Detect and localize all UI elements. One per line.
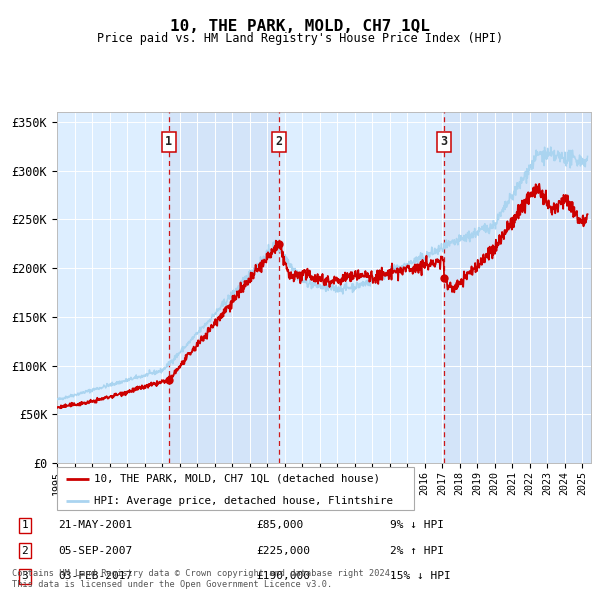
Text: 1: 1	[22, 520, 28, 530]
Text: 10, THE PARK, MOLD, CH7 1QL: 10, THE PARK, MOLD, CH7 1QL	[170, 19, 430, 34]
Text: 9% ↓ HPI: 9% ↓ HPI	[391, 520, 444, 530]
Text: 2: 2	[275, 136, 283, 149]
Text: Contains HM Land Registry data © Crown copyright and database right 2024.
This d: Contains HM Land Registry data © Crown c…	[12, 569, 395, 589]
Bar	[57, 112, 169, 463]
Text: 03-FEB-2017: 03-FEB-2017	[59, 572, 133, 582]
Text: 05-SEP-2007: 05-SEP-2007	[59, 546, 133, 556]
Text: £85,000: £85,000	[256, 520, 304, 530]
Text: Price paid vs. HM Land Registry's House Price Index (HPI): Price paid vs. HM Land Registry's House …	[97, 32, 503, 45]
Text: 2% ↑ HPI: 2% ↑ HPI	[391, 546, 444, 556]
Bar	[169, 112, 279, 463]
Text: £190,000: £190,000	[256, 572, 310, 582]
Text: £225,000: £225,000	[256, 546, 310, 556]
Bar	[279, 112, 444, 463]
Text: 15% ↓ HPI: 15% ↓ HPI	[391, 572, 451, 582]
FancyBboxPatch shape	[57, 467, 414, 510]
Text: 21-MAY-2001: 21-MAY-2001	[59, 520, 133, 530]
Text: 2: 2	[22, 546, 28, 556]
Text: 3: 3	[22, 572, 28, 582]
Text: HPI: Average price, detached house, Flintshire: HPI: Average price, detached house, Flin…	[94, 496, 394, 506]
Bar	[444, 112, 591, 463]
Text: 3: 3	[440, 136, 448, 149]
Text: 10, THE PARK, MOLD, CH7 1QL (detached house): 10, THE PARK, MOLD, CH7 1QL (detached ho…	[94, 474, 380, 484]
Text: 1: 1	[165, 136, 172, 149]
